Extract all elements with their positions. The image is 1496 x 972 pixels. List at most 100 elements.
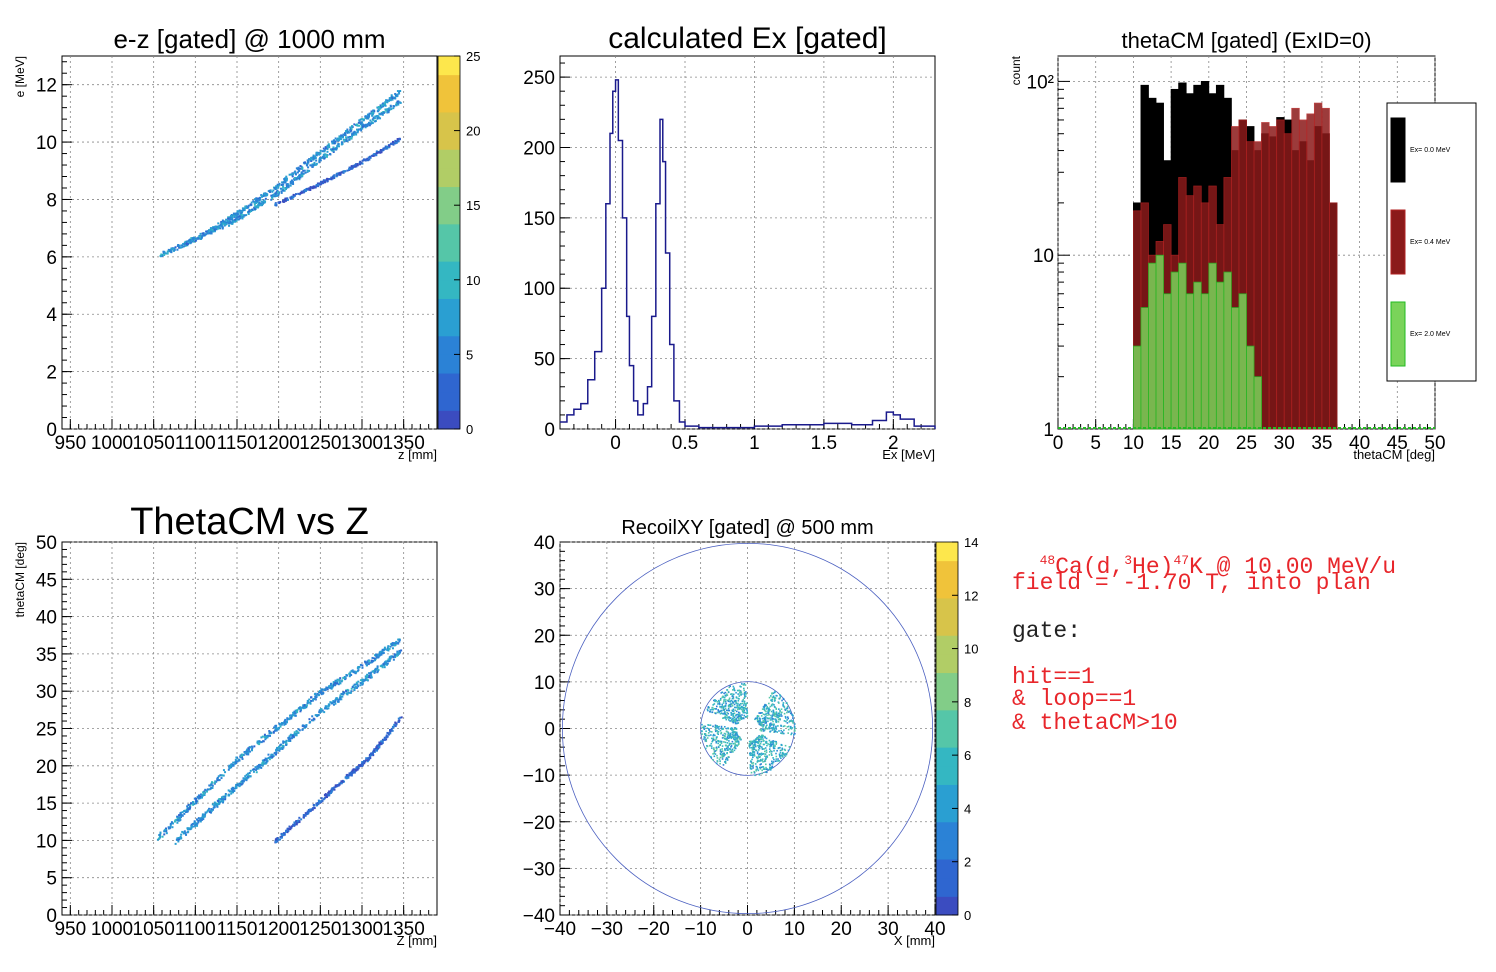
theta-z-point: [368, 755, 371, 758]
recoil-point: [753, 741, 756, 744]
recoil-point: [717, 739, 720, 742]
recoil-point: [734, 699, 736, 702]
theta-z-point: [267, 734, 270, 737]
recoil-point: [729, 743, 731, 745]
recoil-point: [768, 739, 771, 742]
theta-z-point: [195, 797, 198, 800]
e-z-point: [306, 169, 309, 172]
theta-z-point: [213, 801, 216, 804]
recoil-point: [739, 704, 741, 707]
recoil-point: [769, 709, 771, 711]
recoil-point: [773, 697, 776, 699]
theta-z-point: [394, 725, 397, 728]
e-z-point: [304, 189, 307, 192]
e-z-point: [288, 173, 291, 176]
e-z-point: [285, 177, 288, 180]
e-z-point: [357, 128, 360, 131]
e-z-point: [189, 238, 192, 241]
theta-bar: [1313, 102, 1323, 430]
theta-z-point: [370, 659, 373, 662]
theta-z-point: [230, 790, 233, 793]
theta-z-point: [272, 755, 275, 758]
e-z-point: [295, 167, 298, 170]
e-z-point: [275, 191, 278, 194]
recoil-point: [775, 728, 778, 730]
recoil-point: [710, 755, 712, 758]
colorbar-cell: [438, 93, 460, 113]
theta-z-point: [264, 757, 267, 760]
recoil-point: [771, 760, 773, 763]
e-z-point: [349, 167, 352, 170]
e-z-point: [201, 232, 204, 235]
recoil-point: [734, 738, 736, 741]
e-z-point: [300, 172, 303, 175]
recoil-point: [773, 728, 775, 731]
colorbar-cell: [936, 635, 958, 655]
recoil-point: [765, 757, 767, 760]
theta-z-point: [359, 684, 362, 687]
e-z-point: [350, 165, 353, 168]
e-z-point: [278, 184, 281, 187]
e-z-point: [236, 215, 239, 218]
theta-z-point: [299, 710, 302, 713]
theta-z-point: [261, 762, 264, 765]
recoil-point: [766, 714, 768, 716]
theta-z-point: [178, 814, 181, 817]
recoil-point: [782, 697, 785, 700]
recoil-point: [729, 717, 732, 719]
theta-z-point: [233, 787, 236, 790]
theta-z-point: [251, 749, 254, 752]
recoil-point: [716, 760, 719, 763]
theta-z-point: [177, 838, 180, 841]
theta-z-point: [210, 810, 213, 813]
legend-swatch: [1390, 209, 1406, 275]
e-z-point: [260, 202, 263, 205]
recoil-point: [774, 697, 777, 699]
theta-z-point: [289, 826, 292, 829]
e-z-point: [284, 197, 287, 200]
colorbar-cell: [936, 542, 958, 562]
e-z-point: [213, 230, 216, 233]
e-z-point: [281, 181, 284, 184]
recoil-point: [754, 718, 756, 721]
recoil-point: [751, 762, 753, 765]
e-z-point: [337, 143, 340, 146]
recoil-point: [714, 739, 716, 741]
e-z-point: [326, 180, 329, 183]
theta-z-point: [364, 675, 367, 678]
recoil-point: [721, 706, 723, 709]
e-z-point: [244, 205, 247, 208]
x-tick-label: 30: [1274, 433, 1295, 454]
recoil-point: [775, 755, 778, 758]
theta-bar: [1261, 122, 1270, 430]
e-z-point: [349, 135, 352, 138]
theta-z-point: [300, 818, 303, 821]
theta-z-point: [392, 658, 395, 661]
theta-z-point: [370, 674, 373, 677]
recoil-point: [715, 741, 718, 744]
theta-z-point: [377, 668, 380, 671]
e-z-point: [262, 194, 265, 197]
e-z-point: [382, 105, 385, 108]
recoil-point: [789, 710, 791, 712]
theta-z-point: [216, 805, 219, 808]
recoil-point: [753, 770, 755, 773]
recoil-point: [760, 763, 762, 765]
colorbar-frame: [437, 55, 461, 430]
theta-z-point: [366, 676, 369, 679]
colorbar-cell: [438, 335, 460, 355]
e-z-point: [311, 187, 314, 190]
recoil-point: [760, 735, 763, 738]
recoil-point: [757, 755, 760, 758]
e-z-point: [354, 163, 357, 166]
theta-z-point: [329, 791, 332, 794]
theta-z-point: [271, 756, 274, 759]
e-z-point: [329, 148, 332, 151]
legend-label: Ex= 0.4 MeV: [1410, 239, 1451, 246]
theta-z-point: [208, 807, 211, 810]
theta-z-point: [195, 802, 198, 805]
theta-z-point: [382, 663, 385, 666]
theta-z-point: [247, 772, 250, 775]
theta-z-point: [303, 704, 306, 707]
theta-z-point: [379, 665, 382, 668]
